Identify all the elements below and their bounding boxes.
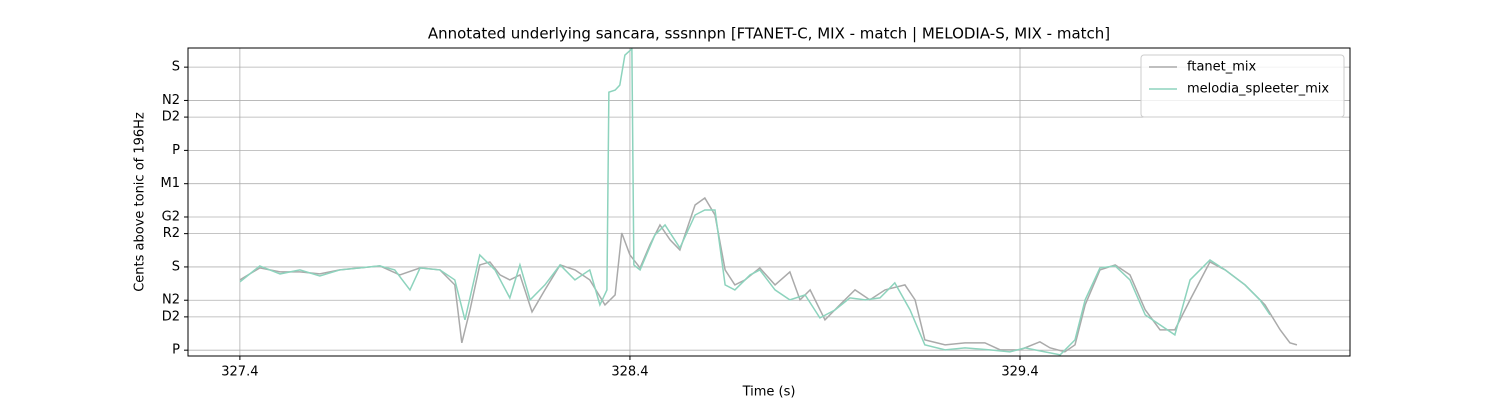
y-tick-label: N2 xyxy=(162,293,180,308)
y-tick-label: N2 xyxy=(162,93,180,108)
y-tick-label: S xyxy=(172,60,180,75)
y-axis-label: Cents above tonic of 196Hz xyxy=(133,112,148,292)
x-tick-label: 327.4 xyxy=(221,365,258,380)
legend-label: melodia_spleeter_mix xyxy=(1187,82,1329,97)
x-axis-label: Time (s) xyxy=(742,385,796,400)
y-tick-label: D2 xyxy=(162,110,180,125)
y-tick-label: G2 xyxy=(162,209,180,224)
legend-box xyxy=(1140,54,1345,118)
x-tick-label: 328.4 xyxy=(611,365,648,380)
plot-frame xyxy=(187,47,1351,357)
x-tick-label: 329.4 xyxy=(1001,365,1038,380)
y-tick-label: R2 xyxy=(163,226,180,241)
y-tick-label: M1 xyxy=(161,176,181,191)
series-line xyxy=(239,48,1271,356)
chart-title: Annotated underlying sancara, sssnnpn [F… xyxy=(428,25,1110,43)
legend-label: ftanet_mix xyxy=(1187,60,1257,75)
y-tick-label: P xyxy=(172,343,180,358)
y-tick-label: P xyxy=(172,143,180,158)
y-tick-label: D2 xyxy=(162,309,180,324)
y-tick-label: S xyxy=(172,259,180,274)
